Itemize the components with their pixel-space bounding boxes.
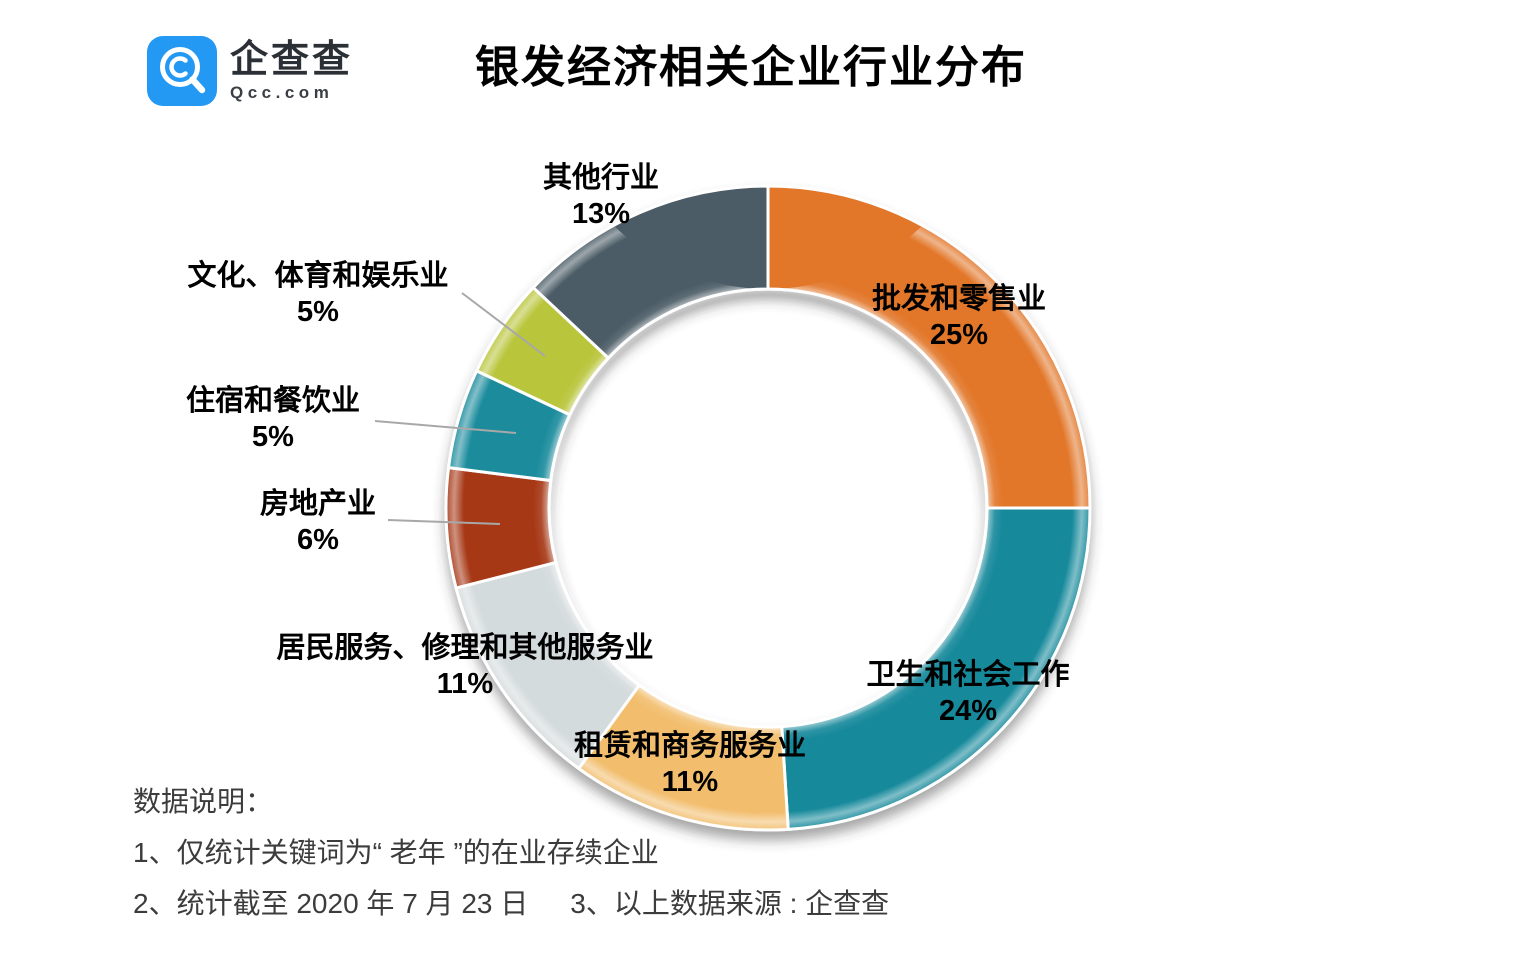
qcc-logo-icon [147,36,217,106]
brand-domain: Qcc.com [230,83,334,102]
slice-label-name: 租赁和商务服务业 [573,730,807,762]
slice-label-name: 住宿和餐饮业 [185,385,361,417]
slice-label-5: 房地产业 6% [260,486,376,558]
note-2: 2、统计截至 2020 年 7 月 23 日 [133,888,529,919]
qcc-logo-text: 企查查 Qcc.com [230,39,353,103]
slice-label-percent: 13% [571,198,631,230]
slice-label-name: 其他行业 [542,162,660,194]
chart-title: 银发经济相关企业行业分布 [475,43,1027,92]
notes-heading: 数据说明： [133,786,274,817]
leader-line-6 [374,420,517,434]
brand-name: 企查查 [230,39,354,81]
data-notes: 数据说明： 1、仅统计关键词为“ 老年 ”的在业存续企业 2、统计截至 2020… [133,785,889,938]
slice-label-2: 卫生和社会工作 24% [866,657,1069,729]
note-line-2: 2、统计截至 2020 年 7 月 23 日 3、以上数据来源 : 企查查 [133,887,889,921]
slice-label-percent: 24% [938,695,998,727]
slice-label-name: 房地产业 [259,488,377,520]
slice-label-1: 批发和零售业 25% [872,281,1046,353]
leader-line-5 [387,519,501,525]
slice-label-percent: 25% [929,319,989,351]
slice-label-name: 卫生和社会工作 [866,659,1070,691]
slice-label-7: 文化、体育和娱乐业 5% [187,258,448,330]
qcc-logo: 企查查 Qcc.com [147,36,353,106]
note-line-1: 1、仅统计关键词为“ 老年 ”的在业存续企业 [133,837,659,868]
slice-label-4: 居民服务、修理和其他服务业 11% [276,630,653,702]
slice-label-6: 住宿和餐饮业 5% [186,383,360,455]
slice-label-percent: 5% [297,296,339,328]
note-3: 3、以上数据来源 : 企查查 [570,888,890,919]
slice-label-8: 其他行业 13% [543,160,659,232]
slice-label-percent: 5% [252,421,294,453]
slice-label-percent: 11% [436,668,494,700]
slice-label-name: 居民服务、修理和其他服务业 [276,632,654,664]
slice-label-3: 租赁和商务服务业 11% [574,728,806,800]
slice-label-name: 批发和零售业 [871,283,1047,315]
slice-label-percent: 11% [661,766,719,798]
leader-lines [374,292,546,525]
slice-label-name: 文化、体育和娱乐业 [187,260,449,292]
slice-label-percent: 6% [297,524,339,556]
leader-line-7 [461,292,546,357]
